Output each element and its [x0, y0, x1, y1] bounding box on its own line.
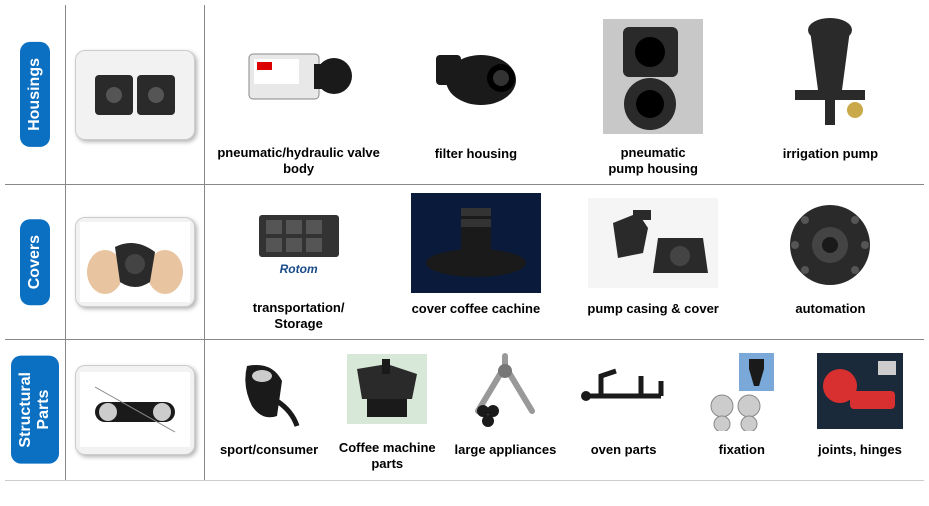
item-label: Coffee machineparts	[339, 440, 436, 471]
item: joints, hinges	[804, 346, 916, 472]
items-cell: sport/consumer Coffee machineparts	[205, 340, 924, 479]
item: fixation	[686, 346, 798, 472]
product-image	[576, 346, 671, 436]
pump-housing-icon	[593, 9, 713, 139]
item-label: fixation	[719, 442, 765, 472]
product-image	[780, 10, 880, 140]
thumbnail-cell	[65, 340, 205, 479]
appliance-part-icon	[458, 351, 553, 431]
product-image	[588, 190, 718, 295]
housings-thumb-icon	[85, 60, 185, 130]
category-tab-structural: StructuralParts	[11, 356, 59, 464]
product-image	[458, 346, 553, 436]
product-image	[227, 346, 312, 436]
item: Coffee machineparts	[331, 344, 443, 471]
item: large appliances	[449, 346, 561, 472]
product-image: Rotom	[244, 189, 354, 294]
product-image	[229, 9, 369, 139]
item-label: pneumaticpump housing	[608, 145, 698, 176]
thumbnail-covers	[75, 217, 195, 307]
product-image	[411, 190, 541, 295]
product-image	[416, 10, 536, 140]
product-image	[704, 346, 779, 436]
item: sport/consumer	[213, 346, 325, 472]
item-label: oven parts	[591, 442, 657, 472]
row-covers: Covers	[5, 185, 924, 340]
item: filter housing	[390, 10, 561, 176]
category-tab-covers: Covers	[20, 219, 50, 305]
items-cell: pneumatic/hydraulic valve body filter ho…	[205, 5, 924, 184]
category-cell: Housings	[5, 5, 65, 184]
brand-label: Rotom	[280, 262, 318, 276]
item-label: transportation/Storage	[253, 300, 345, 331]
hinge-icon	[815, 351, 905, 431]
row-housings: Housings	[5, 5, 924, 185]
valve-body-icon	[229, 24, 369, 124]
item: irrigation pump	[745, 10, 916, 176]
item: pump casing & cover	[568, 190, 739, 331]
coffee-cover-icon	[411, 193, 541, 293]
thumbnail-structural	[75, 365, 195, 455]
coffee-machine-part-icon	[342, 349, 432, 429]
storage-tray-icon	[244, 207, 354, 262]
row-structural: StructuralParts	[5, 340, 924, 480]
item: cover coffee cachine	[390, 190, 561, 331]
thumbnail-housings	[75, 50, 195, 140]
product-image	[593, 9, 713, 139]
item: oven parts	[568, 346, 680, 472]
oven-part-icon	[576, 356, 671, 426]
pump-casing-icon	[588, 198, 718, 288]
category-tab-housings: Housings	[20, 42, 50, 147]
thumbnail-cell	[65, 5, 205, 184]
item-label: irrigation pump	[783, 146, 878, 176]
item: automation	[745, 190, 916, 331]
item-label: joints, hinges	[818, 442, 902, 472]
product-image	[815, 346, 905, 436]
item-label: pneumatic/hydraulic valve body	[213, 145, 384, 176]
structural-thumb-icon	[80, 372, 190, 447]
item-label: pump casing & cover	[587, 301, 718, 331]
sport-lever-icon	[227, 351, 312, 431]
item: pneumatic/hydraulic valve body	[213, 9, 384, 176]
item-label: filter housing	[435, 146, 517, 176]
product-image	[342, 344, 432, 434]
item-label: large appliances	[454, 442, 556, 472]
irrigation-pump-icon	[780, 10, 880, 140]
covers-thumb-icon	[80, 222, 190, 302]
item: pneumaticpump housing	[568, 9, 739, 176]
filter-housing-icon	[416, 30, 536, 120]
item-label: automation	[795, 301, 865, 331]
category-table: Housings	[5, 5, 924, 481]
items-cell: Rotom transportation/Storage cover coffe…	[205, 185, 924, 339]
category-cell: Covers	[5, 185, 65, 339]
fixation-icon	[704, 351, 779, 431]
item-label: sport/consumer	[220, 442, 318, 472]
thumbnail-cell	[65, 185, 205, 339]
automation-cover-icon	[770, 195, 890, 290]
product-image	[770, 190, 890, 295]
item: Rotom transportation/Storage	[213, 189, 384, 331]
item-label: cover coffee cachine	[412, 301, 541, 331]
category-cell: StructuralParts	[5, 340, 65, 479]
